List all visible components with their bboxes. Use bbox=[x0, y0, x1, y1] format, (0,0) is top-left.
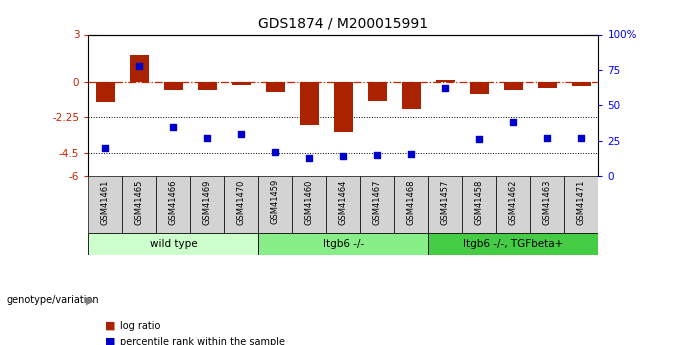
Text: GSM41463: GSM41463 bbox=[543, 179, 552, 225]
Bar bbox=[572, 82, 591, 86]
Point bbox=[236, 131, 247, 137]
Text: wild type: wild type bbox=[150, 239, 197, 249]
Text: GSM41460: GSM41460 bbox=[305, 179, 314, 225]
Text: ▶: ▶ bbox=[86, 295, 94, 305]
Bar bbox=[402, 82, 421, 109]
Bar bbox=[394, 176, 428, 233]
Text: GSM41459: GSM41459 bbox=[271, 179, 280, 224]
Bar bbox=[428, 233, 598, 255]
Text: GSM41469: GSM41469 bbox=[203, 179, 212, 225]
Text: GSM41458: GSM41458 bbox=[475, 179, 484, 225]
Point bbox=[406, 151, 417, 156]
Bar bbox=[334, 82, 353, 132]
Bar bbox=[88, 233, 258, 255]
Bar bbox=[198, 82, 217, 90]
Point bbox=[100, 145, 111, 151]
Text: GSM41467: GSM41467 bbox=[373, 179, 382, 225]
Text: GSM41468: GSM41468 bbox=[407, 179, 416, 225]
Bar bbox=[360, 176, 394, 233]
Point bbox=[202, 135, 213, 141]
Bar bbox=[190, 176, 224, 233]
Bar bbox=[470, 82, 489, 93]
Bar bbox=[258, 233, 428, 255]
Bar bbox=[538, 82, 557, 88]
Bar bbox=[436, 80, 455, 82]
Bar bbox=[164, 82, 183, 90]
Bar bbox=[88, 176, 122, 233]
Text: GSM41464: GSM41464 bbox=[339, 179, 348, 225]
Point bbox=[304, 155, 315, 161]
Bar bbox=[564, 176, 598, 233]
Text: GSM41457: GSM41457 bbox=[441, 179, 450, 225]
Point bbox=[508, 120, 519, 125]
Point bbox=[372, 152, 383, 158]
Bar bbox=[232, 82, 251, 85]
Bar bbox=[428, 176, 462, 233]
Text: GSM41470: GSM41470 bbox=[237, 179, 246, 225]
Bar bbox=[122, 176, 156, 233]
Text: GSM41465: GSM41465 bbox=[135, 179, 144, 225]
Bar bbox=[130, 55, 149, 82]
Text: log ratio: log ratio bbox=[120, 321, 160, 331]
Bar bbox=[300, 82, 319, 125]
Bar bbox=[530, 176, 564, 233]
Text: GSM41471: GSM41471 bbox=[577, 179, 586, 225]
Bar bbox=[96, 82, 115, 102]
Bar bbox=[462, 176, 496, 233]
Point bbox=[134, 63, 145, 68]
Bar bbox=[368, 82, 387, 101]
Bar bbox=[496, 176, 530, 233]
Bar bbox=[292, 176, 326, 233]
Text: GSM41461: GSM41461 bbox=[101, 179, 110, 225]
Text: GSM41462: GSM41462 bbox=[509, 179, 518, 225]
Bar bbox=[258, 176, 292, 233]
Point bbox=[440, 86, 451, 91]
Point bbox=[270, 149, 281, 155]
Text: Itgb6 -/-, TGFbeta+: Itgb6 -/-, TGFbeta+ bbox=[463, 239, 564, 249]
Text: genotype/variation: genotype/variation bbox=[7, 295, 99, 305]
Point bbox=[576, 135, 587, 141]
Text: Itgb6 -/-: Itgb6 -/- bbox=[323, 239, 364, 249]
Text: ■: ■ bbox=[105, 321, 116, 331]
Text: ■: ■ bbox=[105, 337, 116, 345]
Text: GSM41466: GSM41466 bbox=[169, 179, 178, 225]
Point bbox=[474, 137, 485, 142]
Point bbox=[168, 124, 179, 129]
Bar bbox=[156, 176, 190, 233]
Text: percentile rank within the sample: percentile rank within the sample bbox=[120, 337, 286, 345]
Bar bbox=[224, 176, 258, 233]
Bar bbox=[266, 82, 285, 92]
Bar bbox=[504, 82, 523, 90]
Title: GDS1874 / M200015991: GDS1874 / M200015991 bbox=[258, 17, 428, 31]
Point bbox=[338, 154, 349, 159]
Bar bbox=[326, 176, 360, 233]
Point bbox=[542, 135, 553, 141]
